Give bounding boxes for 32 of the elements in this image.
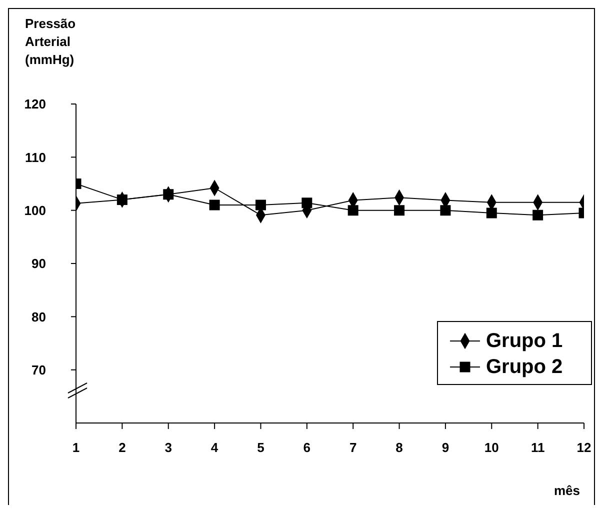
point [255,200,266,210]
x-tick-label: 6 [303,440,311,456]
point [302,198,312,208]
x-axis-title: mês [554,483,580,498]
y-tick-label: 70 [32,362,46,378]
legend-label: Grupo 1 [486,330,563,352]
point [532,210,544,220]
y-tick-label: 80 [32,309,46,324]
x-tick-label: 2 [118,440,126,456]
point [486,208,497,218]
point [116,194,128,205]
x-tick-label: 12 [576,440,592,456]
x-tick-label: 8 [396,440,403,456]
x-tick-label: 4 [210,440,219,456]
point [440,205,451,216]
point [209,200,220,210]
x-tick-label: 1 [72,440,80,456]
legend-label: Grupo 2 [486,356,563,378]
x-tick-label: 10 [484,440,499,456]
y-tick-label: 110 [25,150,46,165]
point [163,189,174,200]
y-axis-title: Pressão Arterial (mmHg) [25,15,77,69]
y-tick-label: 100 [24,202,46,218]
x-tick-label: 3 [164,440,172,456]
x-tick-label: 11 [530,440,545,456]
y-tick-label: 90 [32,256,46,272]
y-tick-label: 120 [24,96,46,112]
x-tick-label: 5 [257,440,264,456]
point [348,205,358,216]
x-tick-label: 9 [442,440,450,456]
point [394,205,405,216]
x-tick-label: 7 [349,440,357,456]
